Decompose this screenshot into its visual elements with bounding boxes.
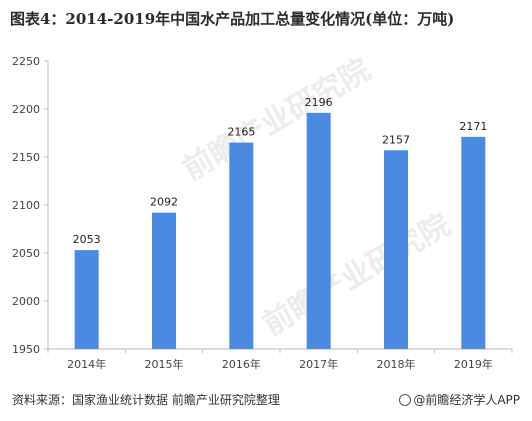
y-tick-label: 2150 — [12, 151, 40, 164]
brand-logo-icon — [399, 394, 412, 406]
y-tick-label: 1950 — [12, 343, 40, 356]
y-tick-label: 2000 — [12, 295, 40, 308]
data-label: 2157 — [382, 133, 410, 146]
brand-text: @前瞻经济学人APP — [413, 393, 520, 407]
data-label: 2053 — [73, 233, 101, 246]
data-label: 2092 — [150, 196, 178, 209]
data-label: 2196 — [305, 96, 333, 109]
bar — [461, 136, 486, 349]
x-tick-label: 2018年 — [377, 357, 416, 371]
y-tick-label: 2100 — [12, 199, 40, 212]
chart-title: 图表4：2014-2019年中国水产品加工总量变化情况(单位：万吨) — [10, 10, 455, 28]
y-tick-label: 2250 — [12, 55, 40, 68]
bar — [384, 150, 408, 349]
bar — [229, 142, 254, 349]
bar — [306, 112, 331, 349]
x-tick-label: 2015年 — [145, 357, 184, 371]
x-tick-label: 2017年 — [299, 357, 338, 371]
y-tick-label: 2200 — [12, 103, 40, 116]
bar — [74, 250, 99, 349]
bar — [152, 212, 176, 349]
x-tick-label: 2016年 — [222, 357, 261, 371]
x-tick-label: 2014年 — [67, 357, 106, 371]
x-tick-label: 2019年 — [454, 357, 493, 371]
data-label: 2171 — [459, 120, 487, 133]
source-note: 资料来源：国家渔业统计数据 前瞻产业研究院整理 — [12, 393, 280, 407]
data-label: 2165 — [227, 126, 255, 139]
brand-credit: @前瞻经济学人APP — [399, 391, 520, 408]
y-tick-label: 2050 — [12, 247, 40, 260]
